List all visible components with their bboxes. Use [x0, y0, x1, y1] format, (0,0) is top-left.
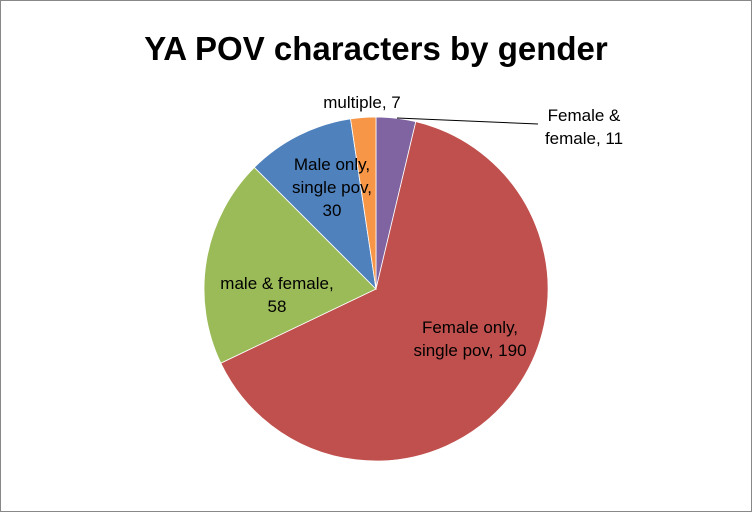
- chart-title: YA POV characters by gender: [144, 30, 608, 67]
- data-label-line: Female &: [548, 106, 621, 125]
- data-label-line: 58: [268, 297, 287, 316]
- leader-line: [396, 117, 539, 125]
- data-label-line: single pov, 190: [413, 341, 526, 360]
- data-label-line: Male only,: [294, 155, 370, 174]
- data-label: Female only, single pov, 190: [413, 318, 526, 360]
- data-label-line: Female only,: [422, 318, 518, 337]
- pie-slice-male-only-single-pov: [253, 118, 377, 291]
- pie-slice-female-only-single-pov: [220, 121, 549, 462]
- data-label-line: multiple, 7: [323, 93, 400, 112]
- data-label: Male only, single pov, 30: [292, 155, 372, 220]
- data-label-line: male & female,: [220, 274, 333, 293]
- data-label: Female & female, 11: [545, 106, 623, 148]
- data-label: multiple, 7: [323, 93, 400, 112]
- pie-slice-multiple: [350, 116, 377, 290]
- data-label-line: female, 11: [545, 129, 623, 148]
- data-label: male & female, 58: [220, 274, 333, 316]
- data-label-line: single pov,: [292, 178, 372, 197]
- data-label-line: 30: [323, 201, 342, 220]
- pie-slice-male-female: [203, 166, 377, 364]
